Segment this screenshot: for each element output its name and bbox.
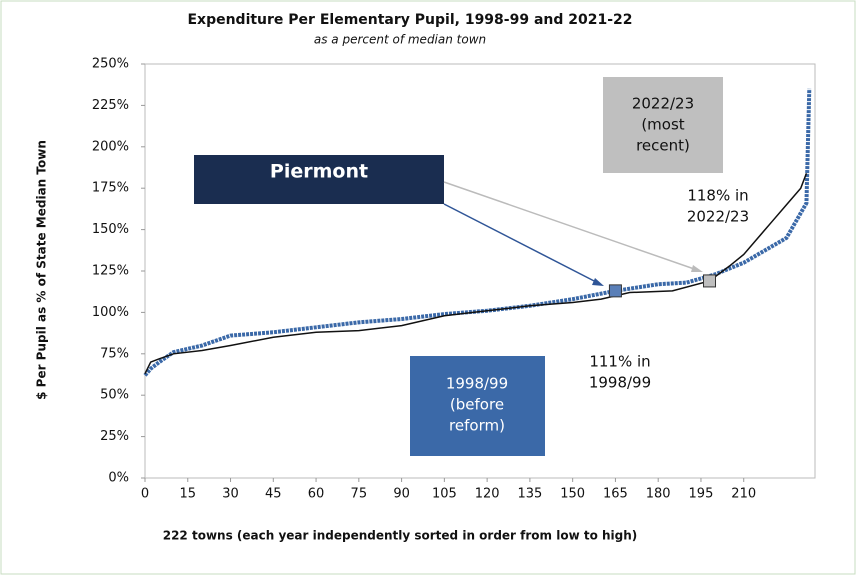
- chart-title: Expenditure Per Elementary Pupil, 1998-9…: [187, 12, 632, 28]
- x-tick-label: 60: [308, 487, 325, 502]
- label-bg: [575, 350, 665, 396]
- piermont-label: Piermont: [270, 161, 368, 183]
- chart-subtitle: as a percent of median town: [314, 33, 486, 47]
- y-tick-label: 225%: [92, 98, 129, 113]
- annotation: recent): [636, 137, 690, 155]
- before-box: [410, 356, 545, 456]
- y-tick-label: 50%: [100, 388, 129, 403]
- annotation: 1998/99: [446, 375, 508, 393]
- x-tick-label: 0: [141, 487, 149, 502]
- x-tick-label: 15: [179, 487, 196, 502]
- x-tick-label: 75: [351, 487, 368, 502]
- arrowhead: [592, 278, 604, 286]
- annotation: (most: [641, 116, 684, 134]
- y-tick-label: 150%: [92, 222, 129, 237]
- arrow-before: [443, 203, 601, 285]
- y-tick-label: 125%: [92, 264, 129, 279]
- arrowhead: [691, 265, 703, 272]
- annotation: 118% in: [687, 187, 748, 205]
- annotation: 1998/99: [589, 374, 651, 392]
- x-tick-label: 195: [689, 487, 714, 502]
- series-line: [144, 173, 808, 375]
- highlight-marker: [703, 274, 717, 288]
- y-tick-label: 0%: [108, 471, 129, 486]
- annotation: reform): [449, 417, 505, 435]
- x-tick-label: 105: [432, 487, 457, 502]
- y-axis-label: $ Per Pupil as % of State Median Town: [35, 140, 49, 400]
- highlight-marker: [608, 284, 622, 298]
- y-tick-label: 250%: [92, 57, 129, 72]
- annotation: 2022/23: [687, 208, 749, 226]
- label-bg: [673, 184, 763, 230]
- x-axis-label: 222 towns (each year independently sorte…: [163, 529, 638, 543]
- series-line: [143, 88, 812, 377]
- x-tick-label: 150: [560, 487, 585, 502]
- x-tick-label: 135: [517, 487, 542, 502]
- x-tick-label: 30: [222, 487, 239, 502]
- y-tick-label: 75%: [100, 346, 129, 361]
- annotation: 111% in: [589, 353, 650, 371]
- x-tick-label: 45: [265, 487, 282, 502]
- y-tick-label: 175%: [92, 181, 129, 196]
- y-tick-label: 100%: [92, 305, 129, 320]
- y-tick-label: 25%: [100, 429, 129, 444]
- x-tick-label: 180: [646, 487, 671, 502]
- x-tick-label: 165: [603, 487, 628, 502]
- x-tick-label: 90: [393, 487, 410, 502]
- arrow-recent: [443, 181, 701, 272]
- y-tick-label: 200%: [92, 139, 129, 154]
- annotation: 2022/23: [632, 95, 694, 113]
- piermont-box: [194, 155, 444, 204]
- x-tick-label: 210: [731, 487, 756, 502]
- annotation: (before: [450, 396, 504, 414]
- x-tick-label: 120: [475, 487, 500, 502]
- recent-box: [603, 77, 723, 173]
